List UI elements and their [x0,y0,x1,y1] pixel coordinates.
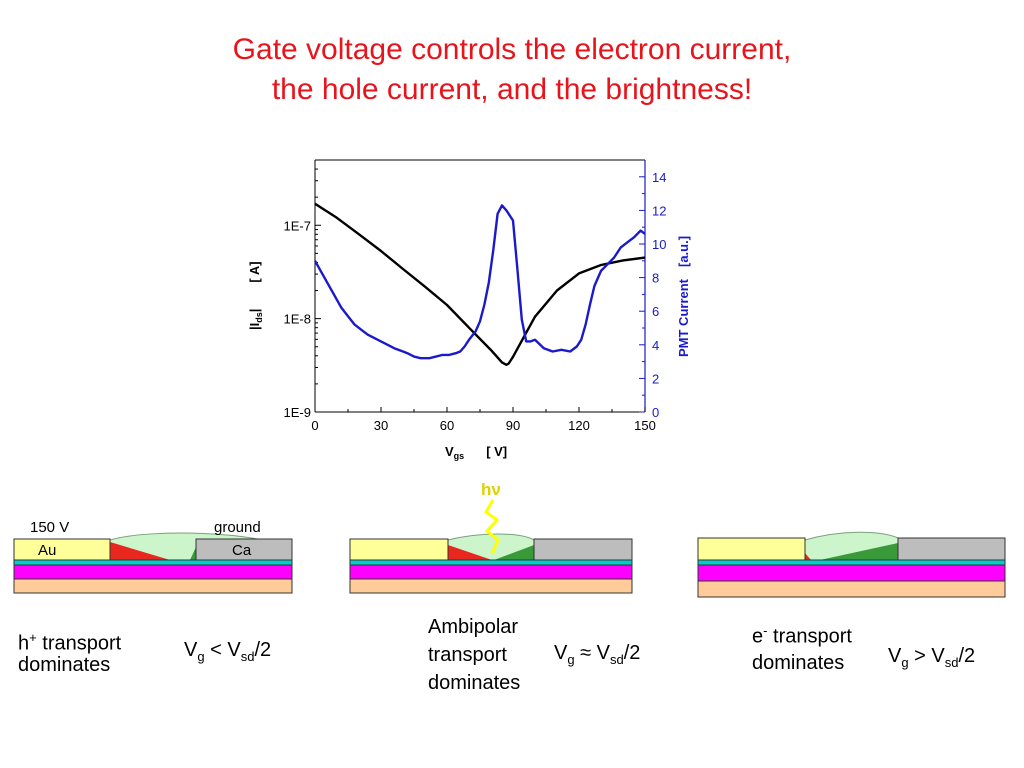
right-tick-label: 4 [652,338,659,353]
x-axis-label: Vgs[ V] [445,444,507,461]
right-tick-label: 10 [652,237,666,252]
device-left [13,532,293,594]
left-tick-label: 1E-7 [284,218,311,233]
x-tick-label: 60 [440,418,454,433]
condition-middle: Vg ≈ Vsd/2 [554,642,641,667]
device-right [697,531,1006,598]
right-tick-label: 12 [652,203,666,218]
caption-ambipolar-1: Ambipolar [428,616,519,638]
substrate-layer-right [697,580,1006,598]
device-middle [349,499,633,594]
x-tick-label: 30 [374,418,388,433]
gold-electrode-right [697,537,806,561]
right-tick-label: 6 [652,304,659,319]
condition-left: Vg < Vsd/2 [184,639,272,664]
photon-emission-icon [484,499,500,555]
x-tick-label: 150 [634,418,656,433]
x-tick-label: 120 [568,418,590,433]
right-tick-label: 0 [652,405,659,420]
right-tick-label: 14 [652,170,666,185]
calcium-electrode-middle [533,538,633,561]
calcium-electrode-right [897,537,1006,561]
title-line-2: the hole current, and the brightness! [271,73,753,106]
slide-title: Gate voltage controls the electron curre… [0,30,1024,110]
left-axis-label: |Ids|[ A] [247,261,264,330]
right-tick-label: 2 [652,371,659,386]
hole-accumulation-left [110,542,170,560]
electron-accumulation-middle [494,545,534,560]
dielectric-layer-middle [349,564,633,580]
chart-axes [314,159,646,413]
photon-label: hν [481,480,501,499]
drain-current-series [314,202,646,366]
caption-ambipolar-2: transport [428,644,507,666]
semiconductor-layer-right [697,559,1006,566]
x-tick-label: 90 [506,418,520,433]
caption-electron-dominates: dominates [752,652,845,674]
gold-electrode-left [13,538,111,561]
caption-hole-dominates: dominates [18,654,111,676]
source-voltage-label: 150 V [30,519,70,536]
chart-labels: 0 30 60 90 120 150 1E-9 1E-8 1E-7 0 2 4 6 8 10 12 14 Vgs[… [247,170,691,461]
gold-electrode-label: Au [38,542,57,559]
caption-ambipolar-3: dominates [428,672,521,694]
electron-accumulation-right [820,543,898,560]
caption-electron-transport: e- transport [752,623,852,648]
drain-ground-label: ground [214,519,261,536]
left-tick-label: 1E-8 [284,312,311,327]
chart-series [313,202,646,366]
caption-hole-transport: h+ transport [18,630,122,655]
gold-electrode-middle [349,538,449,561]
transfer-curve-chart: 0 30 60 90 120 150 1E-9 1E-8 1E-7 0 2 4 6 8 10 12 14 Vgs[… [247,159,691,461]
semiconductor-layer-middle [349,559,633,566]
substrate-layer-left [13,578,293,594]
hole-accumulation-middle [448,545,492,560]
left-tick-label: 1E-9 [284,405,311,420]
title-line-1: Gate voltage controls the electron curre… [232,33,792,66]
dielectric-layer-right [697,564,1006,582]
pmt-current-series [313,204,646,360]
electron-accumulation-left [190,547,196,560]
right-tick-label: 8 [652,271,659,286]
dielectric-layer-left [13,564,293,580]
calcium-electrode-label: Ca [232,542,252,559]
right-axis-label: PMT Current[a.u.] [676,236,691,357]
hole-accumulation-right [805,553,811,560]
x-tick-label: 0 [311,418,318,433]
condition-right: Vg > Vsd/2 [888,645,976,670]
substrate-layer-middle [349,578,633,594]
